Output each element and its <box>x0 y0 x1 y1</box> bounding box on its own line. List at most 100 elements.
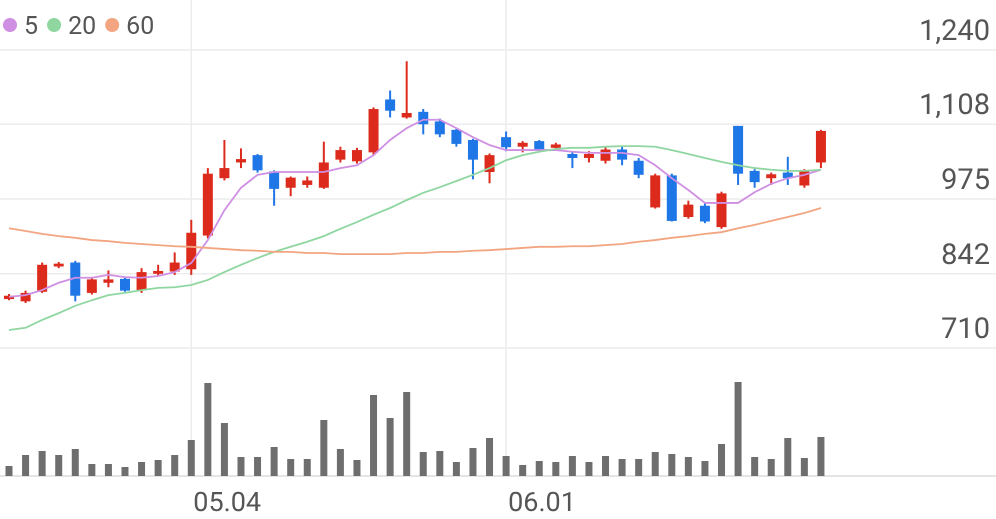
candle-body <box>351 150 362 162</box>
volume-bar <box>618 459 626 476</box>
volume-bar <box>734 382 742 476</box>
legend-label: 60 <box>126 12 154 41</box>
candle-body <box>501 137 512 148</box>
candle-body <box>401 112 412 118</box>
volume-bar <box>370 395 378 476</box>
candle-body <box>318 162 329 188</box>
volume-bar <box>353 460 361 476</box>
candle-body <box>600 149 611 161</box>
volume-bar <box>502 456 510 476</box>
volume-bar <box>684 457 692 476</box>
candle-body <box>782 172 793 179</box>
volume-bar <box>5 466 13 476</box>
volume-bar <box>535 461 543 476</box>
candle-body <box>617 149 628 160</box>
candle-body <box>385 99 396 111</box>
candle-body <box>418 111 429 125</box>
volume-bar <box>452 462 460 476</box>
candle-body <box>749 170 760 183</box>
volume-bar <box>336 449 344 476</box>
volume-bar <box>154 460 162 476</box>
candle-body <box>269 171 280 189</box>
volume-bar <box>320 420 328 476</box>
volume-bar <box>800 458 808 476</box>
volume-bar <box>88 464 96 476</box>
candle-body <box>583 154 594 158</box>
volume-bar <box>121 467 129 476</box>
legend-label: 20 <box>68 12 96 41</box>
legend-marker <box>105 18 120 32</box>
volume-bar <box>436 451 444 476</box>
candle-body <box>633 160 644 175</box>
candle-body <box>4 295 14 300</box>
volume-bar <box>254 457 262 476</box>
volume-bar <box>38 451 46 476</box>
x-tick-label: 05.04 <box>193 486 261 518</box>
legend: 5 20 60 <box>3 12 154 41</box>
volume-bar <box>237 457 245 476</box>
y-tick-label: 842 <box>941 238 990 272</box>
candle-body <box>716 193 727 228</box>
candle-body <box>368 109 379 153</box>
candle-body <box>666 175 677 221</box>
volume-bar <box>138 462 146 476</box>
ma-line <box>8 207 822 256</box>
volume-bar <box>751 457 759 476</box>
volume-bar <box>568 456 576 476</box>
volume-bar <box>71 449 79 476</box>
y-tick-label: 1,108 <box>919 88 990 122</box>
volume-bar <box>784 438 792 476</box>
x-tick-label: 06.01 <box>508 486 576 518</box>
candle-body <box>799 170 810 186</box>
candle-body <box>567 154 578 158</box>
candle-body <box>20 292 31 302</box>
y-tick-label: 710 <box>941 312 990 346</box>
candle-body <box>733 125 744 174</box>
candle-body <box>202 173 213 236</box>
candle-body <box>37 264 48 292</box>
volume-bar <box>403 392 411 476</box>
candle-body <box>434 121 445 135</box>
candle-body <box>335 150 346 160</box>
volume-bar <box>303 459 311 476</box>
candle-body <box>219 168 230 179</box>
candle-body <box>186 232 197 270</box>
volume-bar <box>635 459 643 476</box>
candle-body <box>467 139 478 160</box>
volume-bar <box>701 461 709 476</box>
volume-bar <box>486 438 494 476</box>
ma-line <box>8 145 821 331</box>
candle-body <box>766 174 777 179</box>
volume-bar <box>104 464 112 476</box>
candle-body <box>103 279 114 283</box>
volume-bar <box>204 383 212 476</box>
candle-body <box>534 141 545 151</box>
candle-body <box>285 177 296 188</box>
volume-bar <box>718 444 726 476</box>
candle-body <box>699 205 710 222</box>
volume-bar <box>187 440 195 476</box>
volume-bar <box>469 448 477 476</box>
volume-bar <box>386 418 394 476</box>
volume-bar <box>519 465 527 476</box>
volume-bar <box>22 455 30 476</box>
volume-bar <box>651 452 659 476</box>
candle-body <box>119 278 130 291</box>
volume-bar <box>220 423 228 476</box>
candle-body <box>53 263 64 267</box>
volume-bar <box>419 452 427 476</box>
candle-body <box>517 142 528 147</box>
candle-body <box>550 144 561 148</box>
candle-body <box>153 270 164 274</box>
ma-line <box>8 118 822 298</box>
candle-body <box>235 159 246 163</box>
candle-body <box>650 175 661 208</box>
legend-marker <box>47 18 62 32</box>
legend-label: 5 <box>24 12 38 41</box>
candle-body <box>169 262 180 272</box>
candle-body <box>136 272 147 291</box>
candle-body <box>683 204 694 217</box>
y-tick-label: 975 <box>941 163 990 197</box>
candle-body <box>484 155 495 173</box>
